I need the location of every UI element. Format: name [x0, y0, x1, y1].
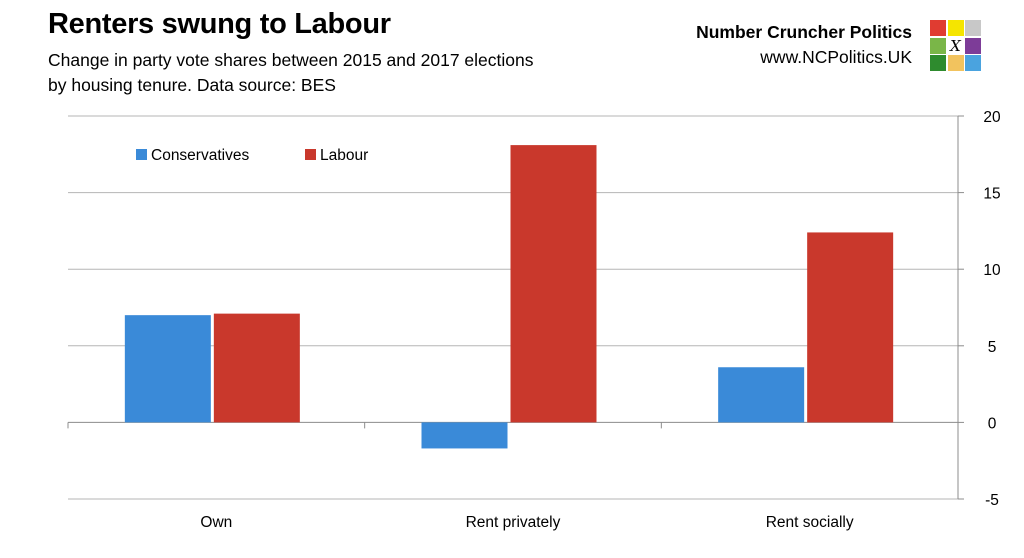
chart-title: Renters swung to Labour [48, 8, 391, 40]
x-category-label: Own [200, 514, 232, 531]
x-category-label: Rent socially [766, 514, 854, 531]
bar-conservatives [718, 367, 805, 423]
chart-subtitle: Change in party vote shares between 2015… [48, 48, 648, 98]
legend-label: Labour [320, 147, 368, 164]
subtitle-line-1: Change in party vote shares between 2015… [48, 50, 534, 70]
logo-cell [965, 55, 981, 71]
legend-swatch [136, 149, 147, 160]
bar-conservatives [124, 315, 211, 423]
y-tick-label: 10 [983, 262, 1001, 279]
y-tick-label: -5 [985, 492, 999, 509]
logo-cell [965, 37, 981, 54]
bar-labour [807, 232, 894, 423]
legend-swatch [305, 149, 316, 160]
legend-label: Conservatives [151, 147, 249, 164]
ballot-grid-icon: X [930, 20, 981, 71]
y-tick-label: 15 [983, 186, 1000, 203]
logo-cell [930, 20, 946, 36]
y-tick-label: 0 [988, 415, 997, 432]
y-tick-label: 5 [988, 339, 997, 356]
logo-cell [930, 55, 946, 71]
logo-cell [947, 20, 964, 36]
bar-conservatives [421, 422, 508, 449]
bar-labour [213, 313, 300, 423]
brand-name: Number Cruncher Politics [696, 22, 912, 42]
bar-labour [510, 145, 597, 423]
subtitle-line-2: by housing tenure. Data source: BES [48, 75, 336, 95]
brand-block: Number Cruncher Politics www.NCPolitics.… [696, 20, 912, 70]
brand-url: www.NCPolitics.UK [760, 47, 912, 67]
logo-cell [930, 37, 946, 54]
y-tick-label: 20 [983, 109, 1001, 126]
logo-cell [947, 55, 964, 71]
logo-cell [965, 20, 981, 36]
logo-mark: X [947, 37, 964, 55]
x-category-label: Rent privately [466, 514, 561, 531]
